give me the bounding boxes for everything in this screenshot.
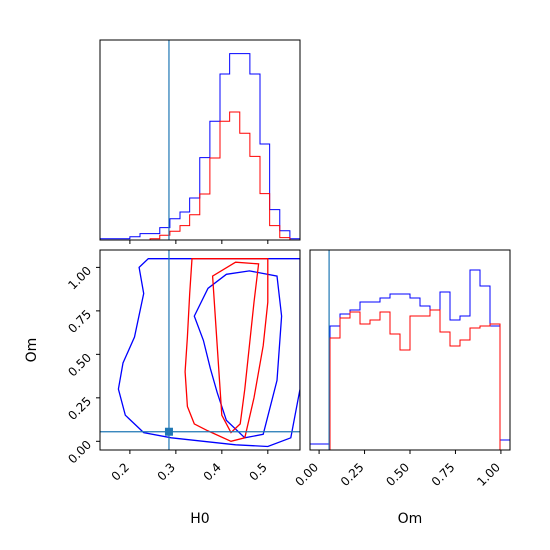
- tick-label-om-y-3: 0.75: [65, 307, 94, 336]
- tick-label-h0-x-1: 0.3: [155, 460, 178, 483]
- h0-histogram-panel: [99, 39, 301, 244]
- x-axis-label-om: Om: [398, 511, 423, 527]
- x-axis-label-h0: H0: [190, 511, 209, 527]
- histogram-series-1: [100, 111, 300, 241]
- tick-label-om-x-0: 0.00: [292, 460, 321, 489]
- tick-label-om-x-2: 0.50: [383, 460, 412, 489]
- tick-label-om-y-4: 1.00: [65, 264, 94, 293]
- contour-series-0-level-1: [193, 270, 283, 439]
- tick-label-om-x-1: 0.25: [338, 460, 367, 489]
- tick-label-om-y-2: 0.50: [65, 351, 94, 380]
- om-histogram-panel: 0.00 0.25 0.50 0.75 1.00: [292, 249, 511, 489]
- tick-label-om-y-0: 0.00: [65, 438, 94, 467]
- truth-marker: [164, 427, 173, 436]
- contour-series-1-level-0: [184, 258, 269, 442]
- tick-label-h0-x-3: 0.5: [247, 460, 270, 483]
- tick-label-om-x-3: 0.75: [429, 460, 458, 489]
- histogram-series-1: [310, 309, 510, 451]
- tick-label-om-y-1: 0.25: [65, 394, 94, 423]
- tick-label-h0-x-2: 0.4: [201, 460, 224, 483]
- axes-frame-contour: [99, 249, 301, 451]
- axes-frame-top: [99, 39, 301, 241]
- histogram-series-0: [309, 269, 511, 450]
- tick-label-om-x-4: 1.00: [474, 460, 503, 489]
- tick-label-h0-x-0: 0.2: [109, 460, 132, 483]
- contour-series-1-level-1: [211, 261, 260, 434]
- h0-om-contour-panel: 0.2 0.3 0.4 0.5 0.00 0.25 0.50 0.75 1.00: [65, 249, 301, 484]
- contour-layer: [117, 258, 300, 448]
- y-axis-label-om: Om: [24, 338, 40, 363]
